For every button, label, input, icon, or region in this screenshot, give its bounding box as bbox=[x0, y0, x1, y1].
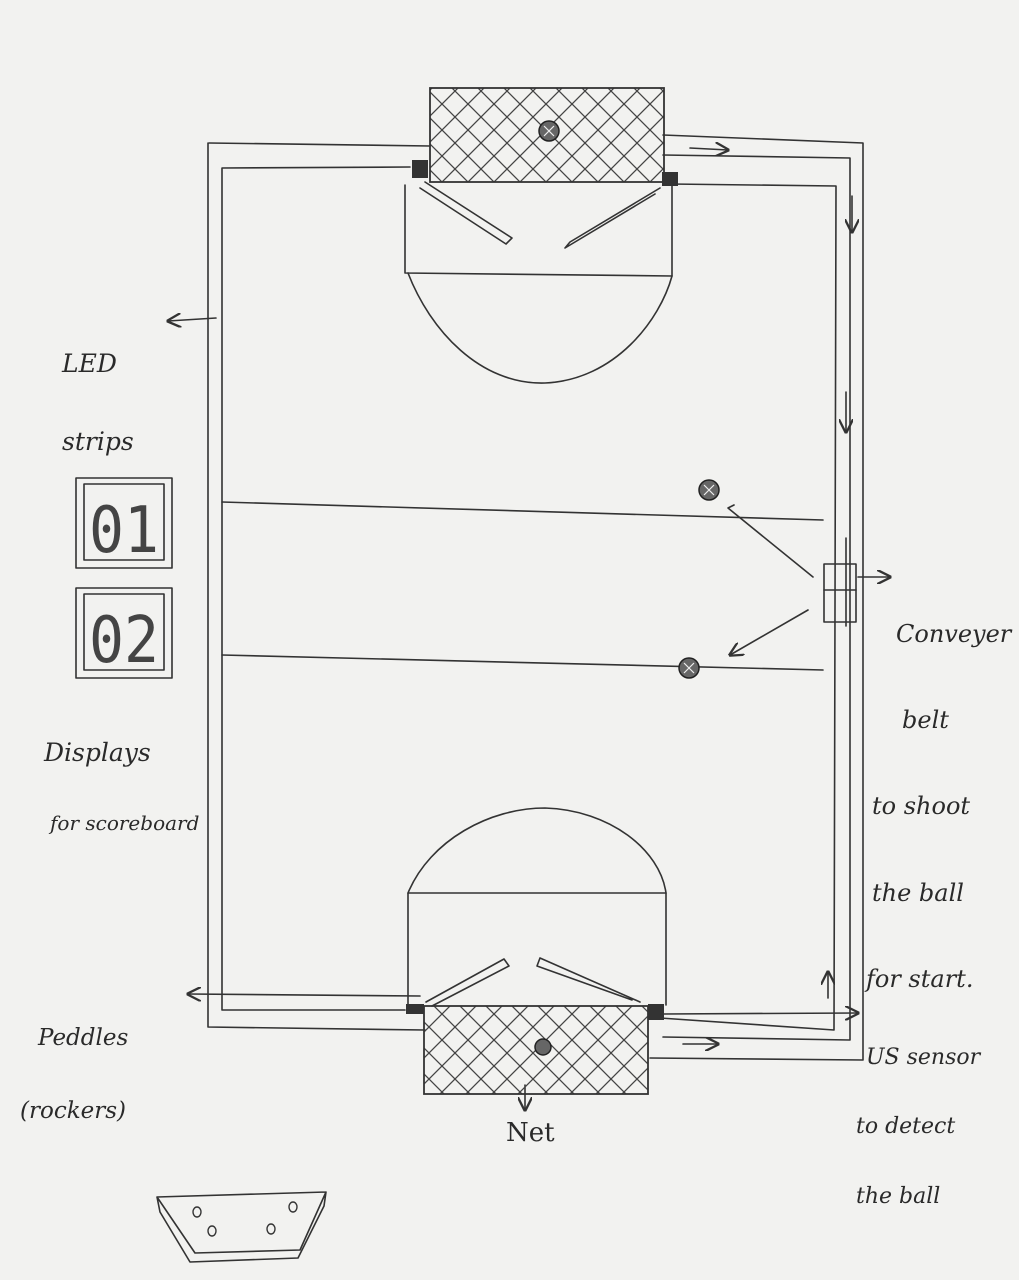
paddles-arrow bbox=[188, 994, 421, 996]
center-line-bottom bbox=[221, 654, 824, 671]
conveyor-channel bbox=[662, 154, 851, 1041]
top-semicircle bbox=[407, 272, 673, 384]
us-sensor-label: US sensor to detect the ball bbox=[856, 1000, 980, 1231]
flow-arrow-top bbox=[689, 148, 728, 150]
label-line: for start. bbox=[866, 965, 974, 994]
led-strips-label: LED strips bbox=[62, 298, 134, 482]
led-arrow bbox=[168, 318, 217, 321]
net-label: Net bbox=[506, 1118, 555, 1148]
label-line: strips bbox=[62, 427, 134, 457]
launcher-upper bbox=[727, 504, 814, 578]
bottom-semicircle bbox=[407, 807, 667, 894]
label-line: Displays bbox=[44, 738, 151, 768]
display-2-digits: 02 bbox=[89, 604, 159, 678]
conveyor-box bbox=[823, 563, 857, 623]
bottom-paddle-right bbox=[536, 957, 641, 1003]
launcher-lower bbox=[730, 609, 809, 655]
inner-field bbox=[221, 166, 837, 1031]
conveyor-label: Conveyer belt to shoot the ball for star… bbox=[866, 562, 1012, 1023]
top-paddle-left bbox=[419, 181, 513, 245]
label-line: US sensor bbox=[866, 1045, 981, 1071]
sensor-block bbox=[412, 160, 428, 178]
label-line: Conveyer bbox=[896, 619, 1012, 648]
label-line: for scoreboard bbox=[50, 810, 200, 835]
bottom-paddle-left bbox=[425, 958, 510, 1007]
top-paddle-right bbox=[564, 187, 661, 249]
ball bbox=[534, 1038, 552, 1056]
label-line: (rockers) bbox=[20, 1097, 127, 1124]
bottom-goal-box bbox=[407, 892, 667, 1006]
center-line-top bbox=[221, 501, 824, 521]
label-line: LED bbox=[62, 348, 117, 378]
display-1-frame bbox=[75, 477, 173, 569]
label-line: to shoot bbox=[872, 792, 971, 821]
sensor-block bbox=[648, 1004, 664, 1020]
sensor-block bbox=[406, 1004, 424, 1014]
bracket-sketch bbox=[156, 1191, 327, 1263]
paddles-label: Peddles (rockers) bbox=[20, 978, 128, 1147]
sensor-block bbox=[662, 172, 678, 186]
sensor-arrow bbox=[662, 1013, 858, 1014]
label-line: the ball bbox=[872, 878, 964, 907]
outer-frame bbox=[207, 134, 864, 1061]
display-1-digits: 01 bbox=[89, 494, 159, 568]
label-line: Peddles bbox=[38, 1025, 129, 1052]
label-line: belt bbox=[902, 705, 949, 734]
top-goal-box bbox=[404, 184, 673, 277]
label-line: to detect bbox=[856, 1114, 956, 1140]
displays-label: Displays for scoreboard bbox=[44, 694, 199, 857]
display-2-frame bbox=[75, 587, 173, 679]
label-line: the ball bbox=[856, 1183, 941, 1209]
